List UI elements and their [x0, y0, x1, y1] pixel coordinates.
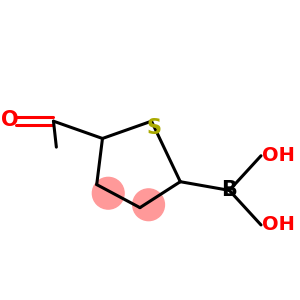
Text: OH: OH	[262, 215, 295, 234]
Text: B: B	[221, 180, 237, 200]
Circle shape	[92, 177, 124, 209]
Text: OH: OH	[262, 146, 295, 165]
Text: O: O	[1, 110, 19, 130]
Text: S: S	[147, 118, 162, 138]
Circle shape	[133, 189, 164, 220]
